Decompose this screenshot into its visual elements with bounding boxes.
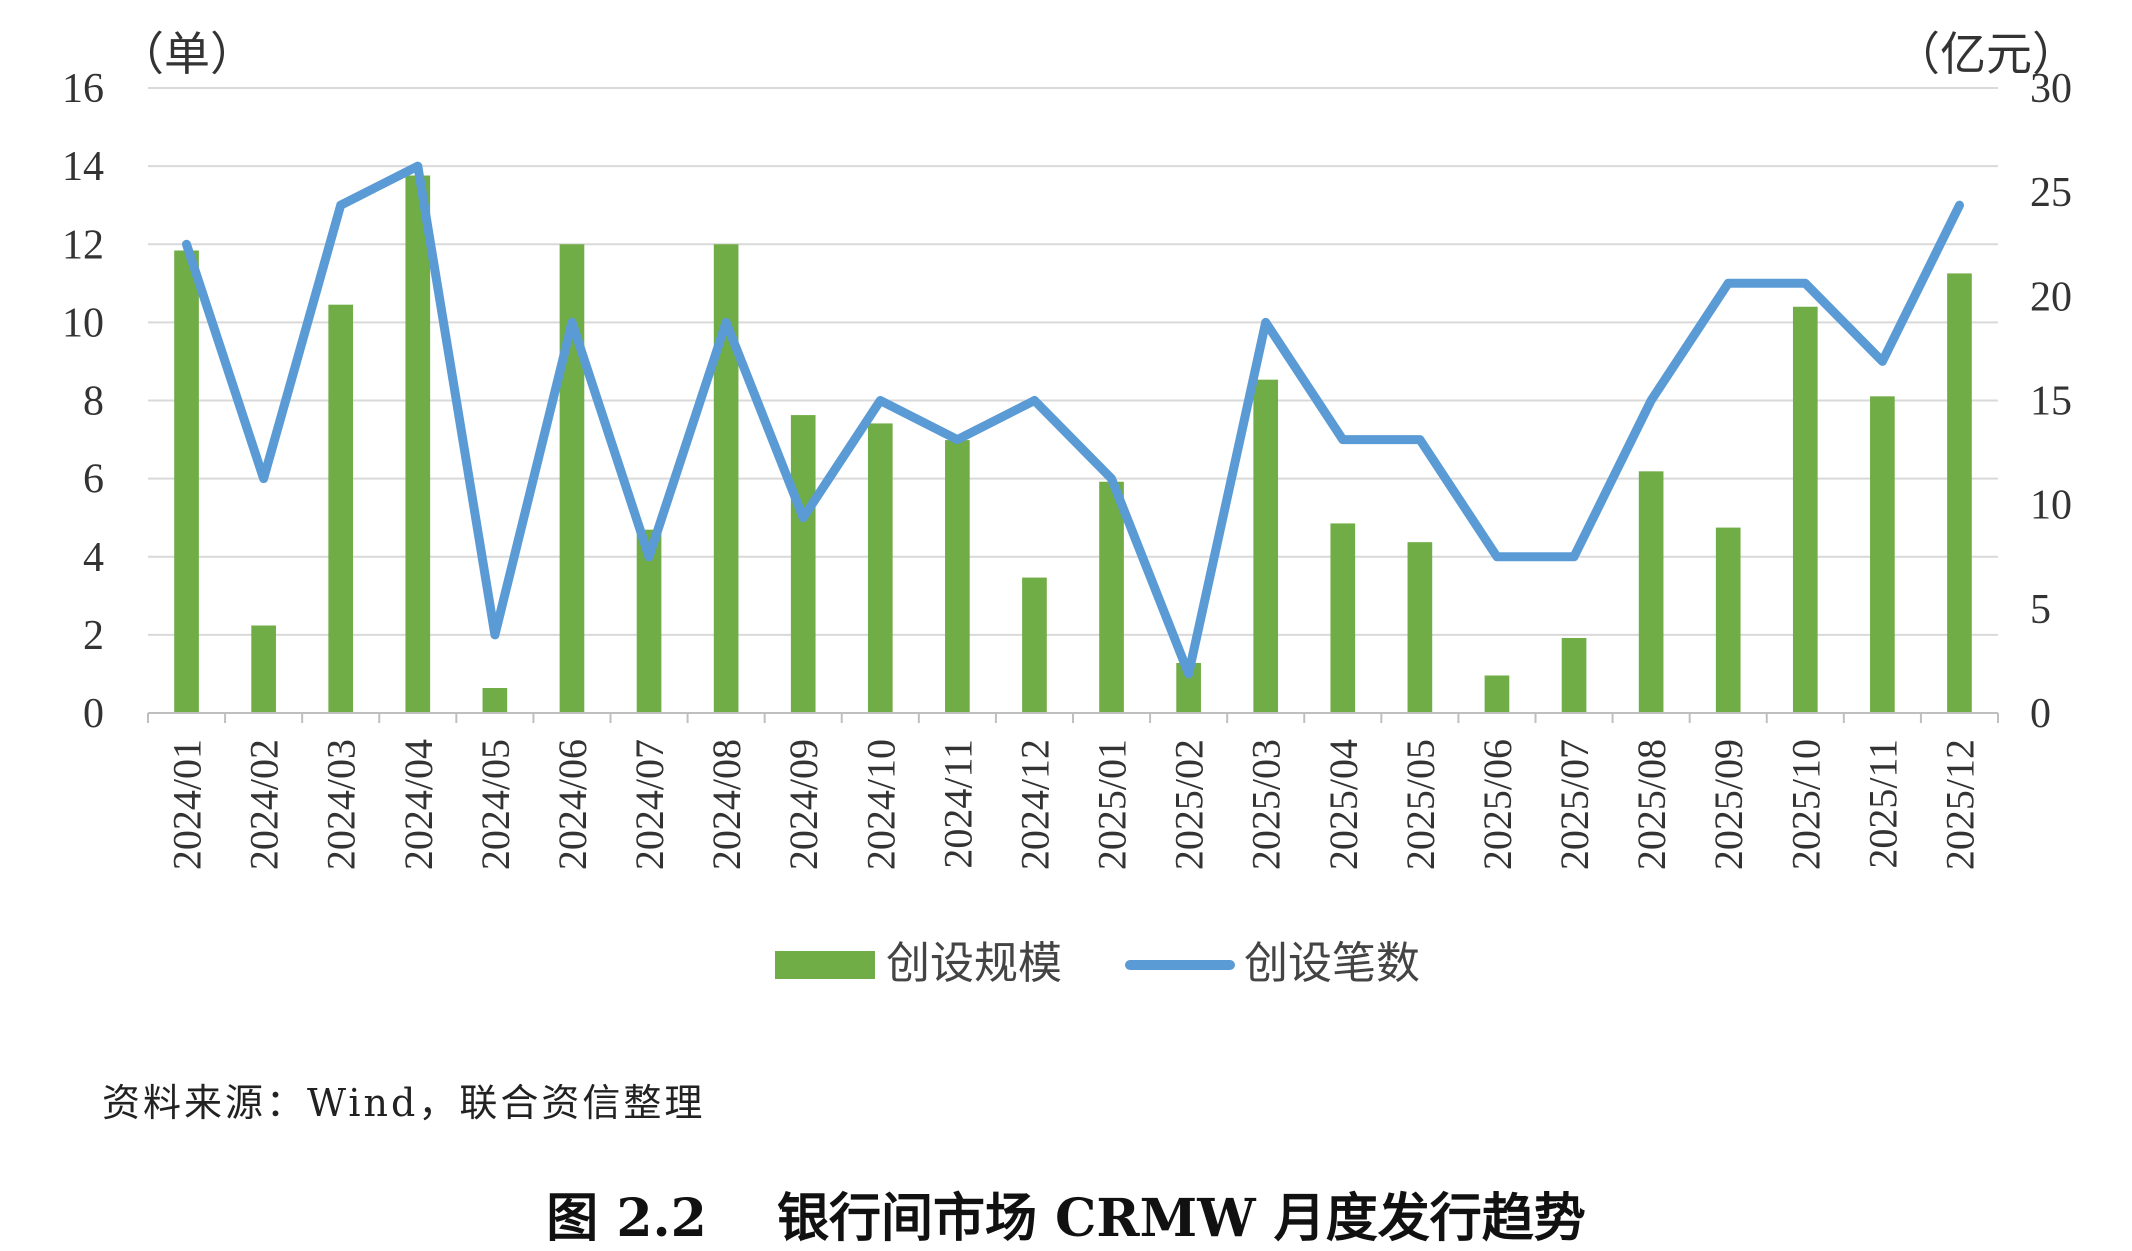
x-tick-label: 2024/06	[550, 739, 595, 870]
bar	[1407, 542, 1433, 713]
x-tick-label: 2024/01	[165, 739, 210, 870]
bar	[174, 250, 199, 713]
line-point	[1804, 282, 1807, 285]
x-tick-label: 2025/09	[1706, 739, 1751, 870]
axes: 0 2 4 6 8 10 12 14 16 0 5 10 15 20 25 30 2024/01 2024/02 2…	[62, 66, 2072, 870]
x-tick-label: 2024/04	[396, 739, 441, 870]
bar	[559, 244, 585, 713]
x-tick-label: 2024/02	[242, 739, 287, 870]
x-tick-label: 2025/03	[1244, 739, 1289, 870]
x-tick-label: 2024/09	[781, 739, 826, 870]
left-tick-label: 10	[62, 300, 104, 346]
right-tick-label: 10	[2030, 483, 2072, 529]
bar	[1561, 638, 1587, 713]
right-tick-label: 25	[2030, 170, 2072, 216]
bar	[1715, 527, 1741, 713]
bar	[790, 415, 816, 713]
bar	[867, 423, 893, 713]
line-point	[1187, 672, 1190, 675]
line-point	[339, 204, 342, 207]
right-tick-label: 30	[2030, 66, 2072, 112]
line-point	[1264, 321, 1267, 324]
legend-line-label: 创设笔数	[1244, 938, 1420, 989]
left-tick-label: 0	[83, 691, 104, 737]
x-tick-label: 2025/11	[1860, 739, 1905, 869]
bar	[482, 688, 508, 713]
x-tick-label: 2025/02	[1167, 739, 1212, 870]
bar	[1099, 481, 1124, 713]
x-tick-label: 2025/10	[1783, 739, 1828, 870]
x-tick-label: 2025/04	[1321, 739, 1366, 870]
line-point	[725, 321, 728, 324]
right-tick-label: 20	[2030, 274, 2072, 320]
left-tick-label: 2	[83, 613, 104, 659]
left-tick-label: 6	[83, 457, 104, 503]
line-point	[1881, 360, 1884, 363]
line-point	[1650, 399, 1653, 402]
bar	[1330, 523, 1356, 713]
line-point	[802, 516, 805, 519]
right-tick-label: 15	[2030, 379, 2072, 425]
line-point	[648, 555, 651, 558]
bar	[251, 625, 276, 713]
bar	[405, 175, 431, 713]
line-point	[416, 165, 419, 168]
x-tick-label: 2025/12	[1937, 739, 1982, 870]
bar	[1947, 273, 1972, 713]
line-series	[182, 161, 1964, 679]
left-tick-label: 12	[62, 222, 104, 268]
line-point	[1495, 555, 1498, 558]
figure-caption: 图 2.2 银行间市场 CRMW 月度发行趋势	[546, 1188, 1586, 1249]
x-tick-label: 2025/08	[1629, 739, 1674, 870]
right-axis-unit: （亿元）	[1894, 27, 2078, 81]
bar	[713, 244, 739, 713]
x-tick-label: 2025/05	[1398, 739, 1443, 870]
line-point	[570, 321, 573, 324]
bar	[1638, 471, 1664, 713]
bar-series	[174, 175, 1972, 713]
bar	[1253, 379, 1279, 713]
left-axis-unit: （单）	[118, 27, 256, 81]
line-point	[1418, 438, 1421, 441]
legend: 创设规模 创设笔数	[775, 938, 1420, 989]
bar	[1484, 675, 1510, 713]
x-tick-label: 2025/01	[1090, 739, 1135, 870]
count-line	[182, 161, 1964, 679]
line-point	[1110, 477, 1113, 480]
line-point	[1341, 438, 1344, 441]
x-tick-label: 2024/10	[858, 739, 903, 870]
line-point	[1573, 555, 1576, 558]
left-tick-label: 16	[62, 66, 104, 112]
left-tick-label: 4	[83, 535, 104, 581]
x-tick-label: 2024/05	[473, 739, 518, 870]
bar	[328, 304, 354, 713]
line-point	[879, 399, 882, 402]
line-point	[1958, 204, 1961, 207]
x-tick-label: 2024/08	[704, 739, 749, 870]
line-point	[262, 477, 265, 480]
chart: 0 2 4 6 8 10 12 14 16 0 5 10 15 20 25 30 2024/01 2024/02 2…	[62, 27, 2078, 989]
bar	[1022, 577, 1047, 713]
x-tick-label: 2024/07	[627, 739, 672, 870]
x-tick-label: 2024/12	[1012, 739, 1057, 870]
x-tick-label: 2024/11	[935, 739, 980, 869]
source-note: 资料来源：Wind，联合资信整理	[102, 1081, 706, 1125]
left-tick-label: 8	[83, 379, 104, 425]
x-tick-label: 2025/06	[1475, 739, 1520, 870]
line-point	[956, 438, 959, 441]
x-tick-label: 2025/07	[1552, 739, 1597, 870]
bar	[1792, 306, 1818, 713]
left-tick-label: 14	[62, 144, 104, 190]
right-tick-label: 5	[2030, 587, 2051, 633]
legend-bar-swatch	[775, 951, 875, 979]
bar	[1870, 396, 1895, 713]
line-point	[493, 633, 496, 636]
line-point	[1727, 282, 1730, 285]
bar	[945, 440, 970, 713]
x-tick-label: 2024/03	[319, 739, 364, 870]
line-point	[185, 243, 188, 246]
legend-bar-label: 创设规模	[886, 938, 1062, 989]
line-point	[1033, 399, 1036, 402]
right-tick-label: 0	[2030, 691, 2051, 737]
